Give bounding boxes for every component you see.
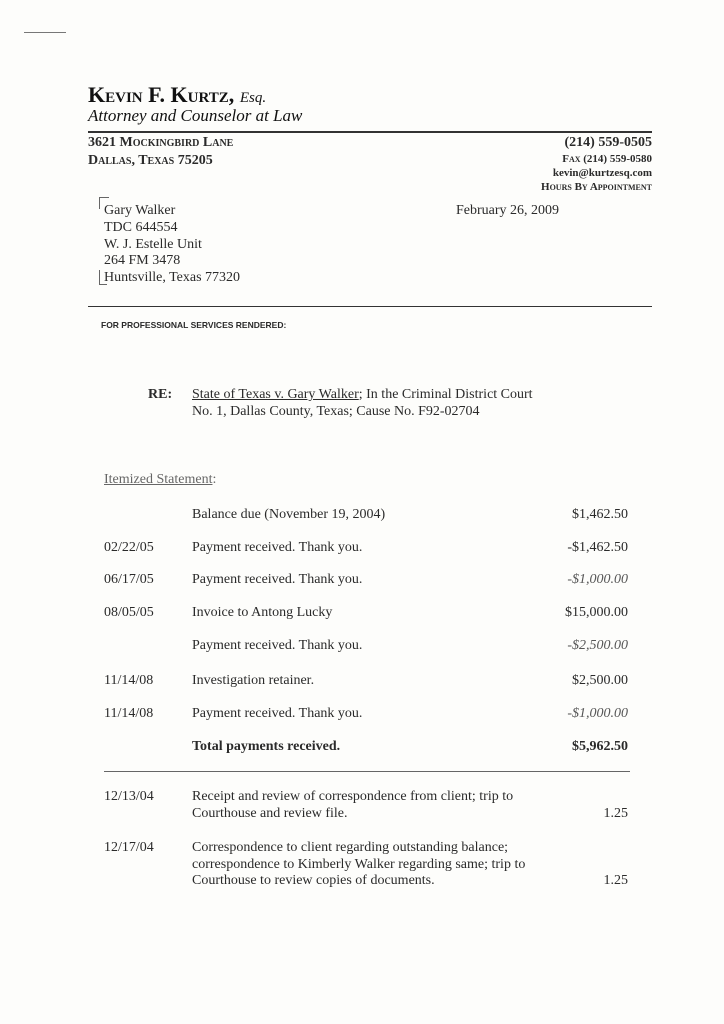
service-hours: 1.25	[603, 873, 629, 888]
statement-description: Payment received. Thank you.	[192, 706, 363, 721]
service-description-line: Courthouse and review file.	[192, 805, 348, 821]
statement-amount: $2,500.00	[572, 673, 628, 688]
address-line-2: Dallas, Texas 75205	[88, 153, 213, 168]
statement-date: 08/05/05	[104, 605, 154, 620]
service-description-line: Correspondence to client regarding outst…	[192, 840, 509, 855]
statement-description: Payment received. Thank you.	[192, 572, 363, 587]
window-corner-mark	[99, 284, 107, 285]
statement-amount: $15,000.00	[565, 605, 628, 620]
service-date: 12/17/04	[104, 840, 154, 855]
tagline: Attorney and Counselor at Law	[88, 106, 303, 125]
total-amount: $5,962.50	[572, 739, 628, 754]
divider	[88, 306, 652, 307]
statement-description: Payment received. Thank you.	[192, 540, 363, 555]
hours: Hours By Appointment	[541, 181, 652, 193]
statement-date: 11/14/08	[104, 706, 154, 721]
service-description-line: Receipt and review of correspondence fro…	[192, 789, 514, 804]
service-description: Receipt and review of correspondence fro…	[192, 789, 513, 822]
recipient-line: 264 FM 3478	[104, 253, 181, 269]
scan-mark	[24, 32, 66, 33]
statement-description: Balance due (November 19, 2004)	[192, 507, 386, 522]
case-name: State of Texas v. Gary Walker	[192, 387, 359, 402]
total-label: Total payments received.	[192, 739, 341, 754]
recipient-line: TDC 644554	[104, 219, 178, 235]
services-heading: FOR PROFESSIONAL SERVICES RENDERED:	[101, 320, 287, 330]
window-corner-mark	[99, 197, 109, 198]
service-description-line: Courthouse to review copies of documents…	[192, 873, 435, 888]
recipient-address: Gary Walker TDC 644554 W. J. Estelle Uni…	[104, 203, 240, 287]
letter-date: February 26, 2009	[456, 203, 560, 218]
fax: Fax (214) 559-0580	[562, 153, 652, 165]
recipient-line: W. J. Estelle Unit	[104, 236, 202, 252]
re-subject: State of Texas v. Gary Walker; In the Cr…	[192, 387, 533, 420]
service-description-line: correspondence to Kimberly Walker regard…	[192, 856, 526, 872]
statement-amount: $1,462.50	[572, 507, 628, 522]
re-line: No. 1, Dallas County, Texas; Cause No. F…	[192, 403, 480, 419]
window-corner-mark	[99, 197, 100, 209]
statement-date: 02/22/05	[104, 540, 154, 555]
address-line-1: 3621 Mockingbird Lane	[88, 135, 234, 150]
statement-description: Payment received. Thank you.	[192, 638, 363, 653]
statement-amount: -$1,000.00	[567, 572, 628, 587]
statement-description: Investigation retainer.	[192, 673, 315, 688]
header-rule	[88, 131, 652, 133]
service-date: 12/13/04	[104, 789, 154, 804]
service-description: Correspondence to client regarding outst…	[192, 840, 525, 890]
service-hours: 1.25	[603, 805, 629, 821]
statement-amount: -$2,500.00	[567, 638, 628, 653]
re-label: RE:	[148, 387, 173, 402]
statement-amount: -$1,000.00	[567, 706, 628, 721]
divider	[104, 771, 630, 772]
re-line: ; In the Criminal District Court	[358, 387, 533, 402]
phone: (214) 559-0505	[564, 135, 653, 150]
attorney-name: Kevin F. Kurtz, Esq.	[88, 82, 267, 107]
statement-heading: Itemized Statement:	[104, 472, 217, 487]
recipient-line: Huntsville, Texas 77320	[104, 270, 241, 286]
recipient-line: Gary Walker	[104, 203, 176, 218]
statement-amount: -$1,462.50	[567, 540, 628, 555]
statement-description: Invoice to Antong Lucky	[192, 605, 333, 620]
email: kevin@kurtzesq.com	[552, 167, 652, 179]
statement-date: 11/14/08	[104, 673, 154, 688]
window-corner-mark	[99, 270, 100, 284]
statement-date: 06/17/05	[104, 572, 154, 587]
